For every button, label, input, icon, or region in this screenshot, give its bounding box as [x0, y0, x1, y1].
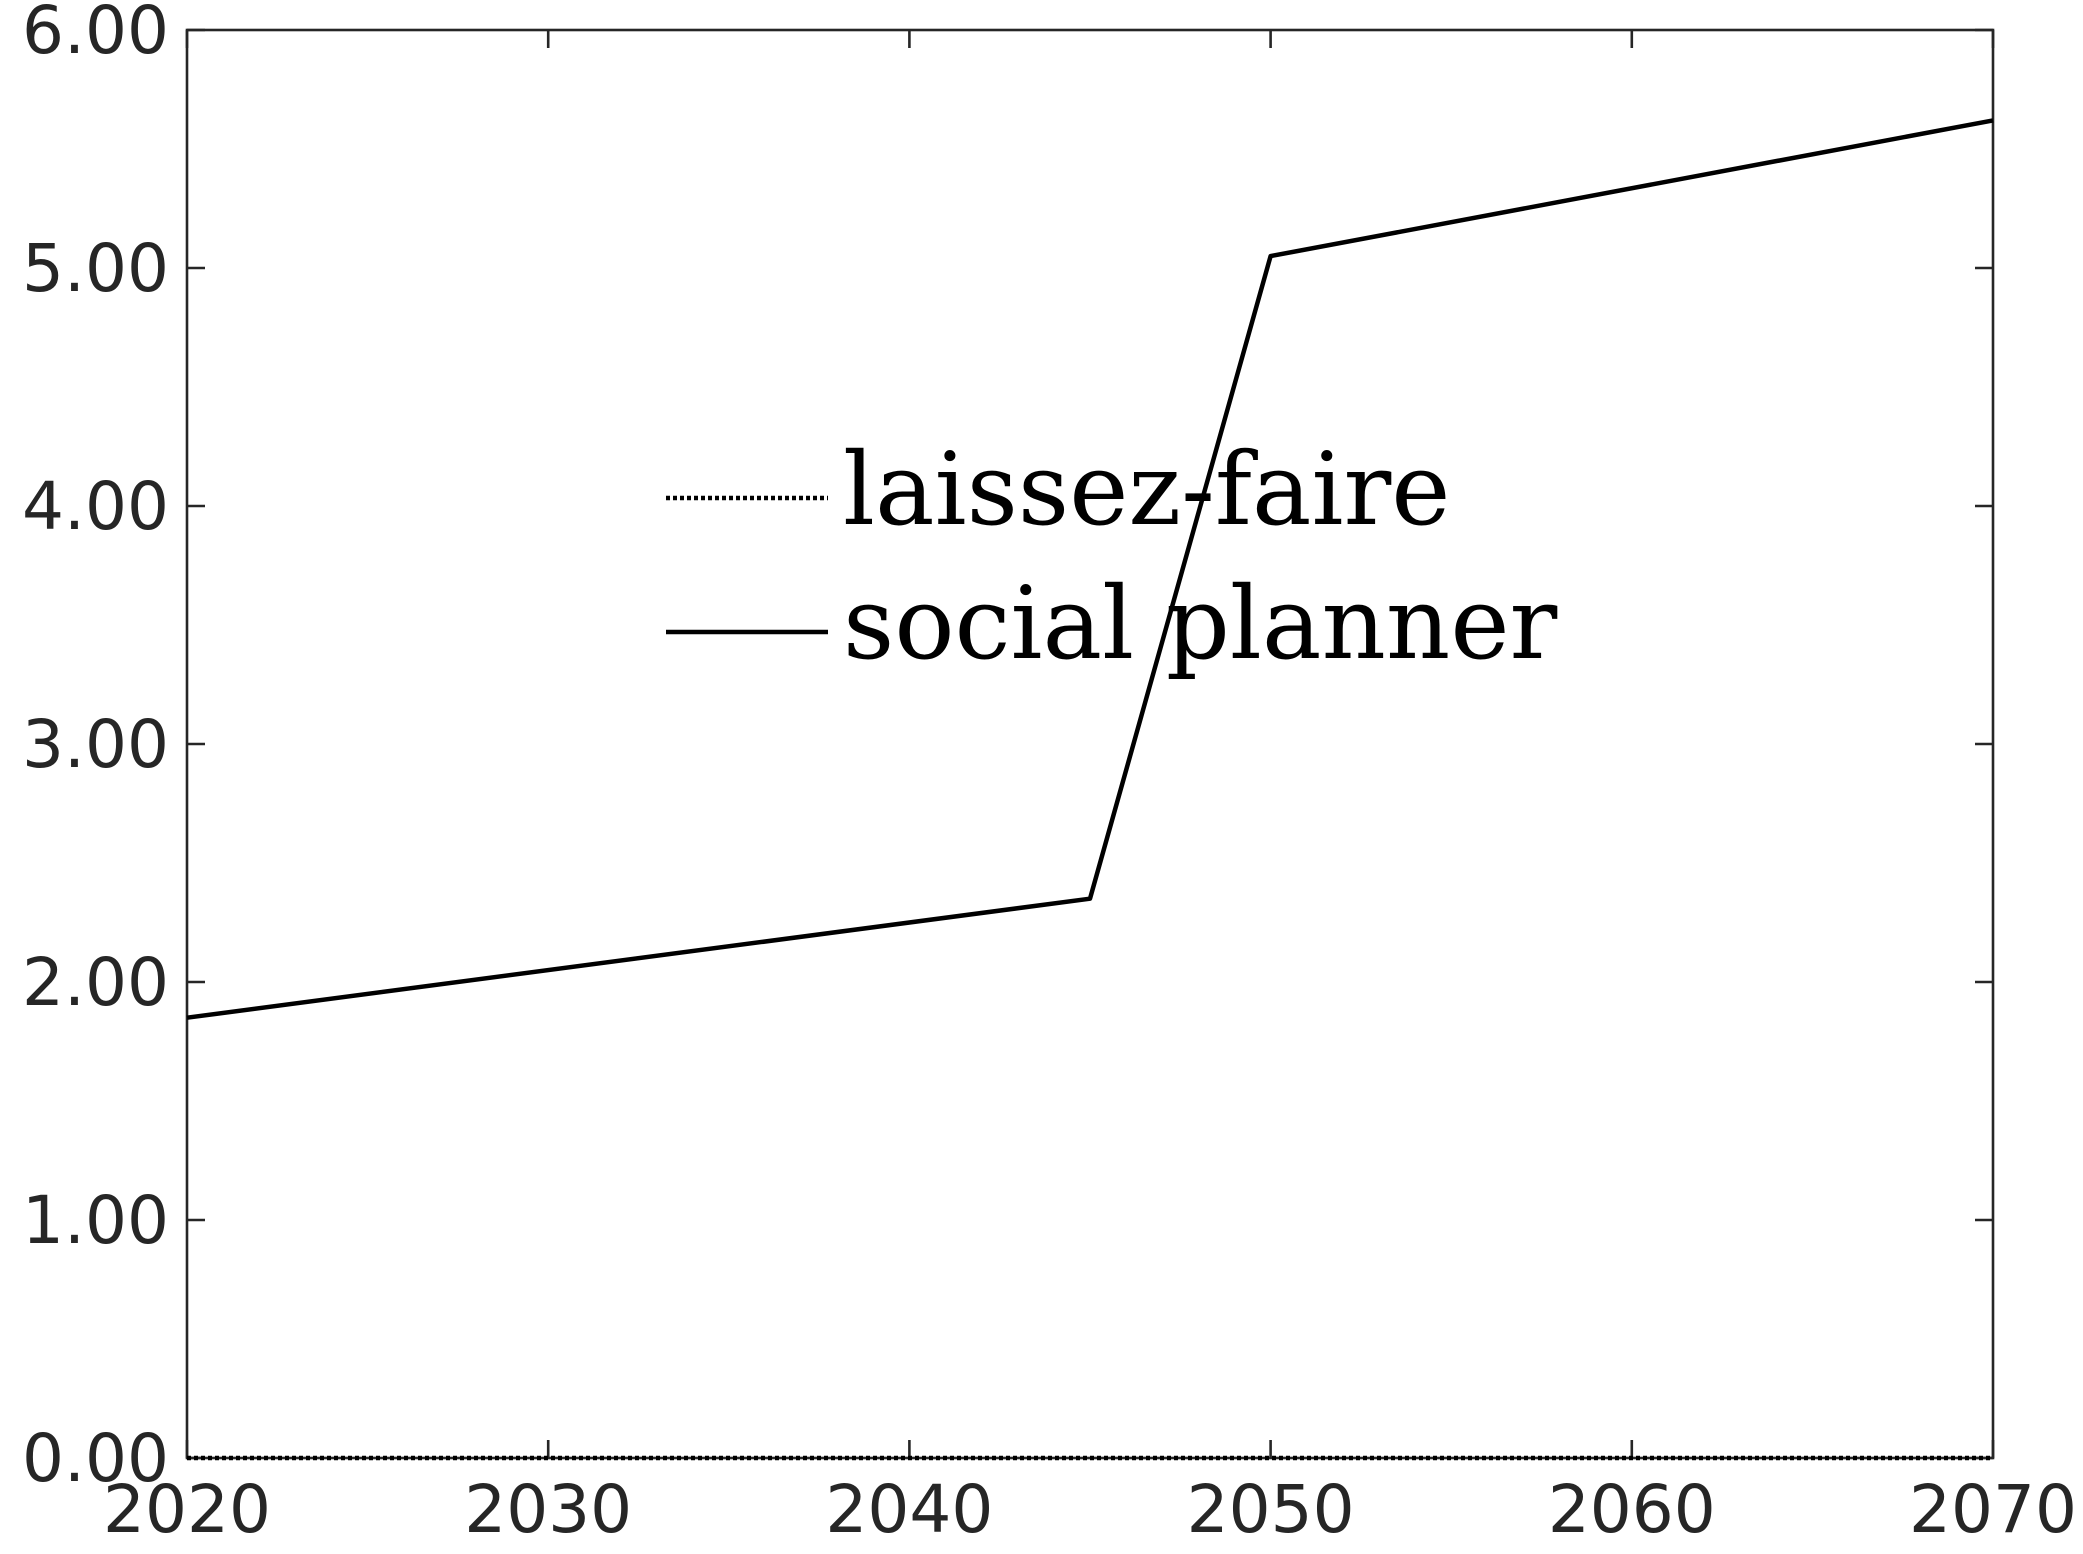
series-line-social-planner: [186, 118, 1994, 1020]
x-tick-label: 2060: [1548, 1471, 1716, 1548]
x-tick-label: 2030: [464, 1471, 632, 1548]
y-tick-label: 1.00: [22, 1182, 169, 1259]
y-tick-label: 3.00: [22, 706, 169, 783]
x-tick-label: 2040: [825, 1471, 993, 1548]
legend-label-social-planner: social planner: [843, 565, 1558, 682]
plot-area-border: [185, 28, 1995, 1460]
x-tick-label: 2050: [1187, 1471, 1355, 1548]
x-tick-label: 2020: [103, 1471, 271, 1548]
x-tick-label: 2070: [1909, 1471, 2077, 1548]
y-tick-label: 0.00: [22, 1420, 169, 1497]
series-layer: [186, 118, 1994, 1461]
y-tick-label: 2.00: [22, 944, 169, 1021]
plot-frame: [185, 28, 1995, 1460]
x-axis-ticks: 2020 2030 2040 2050 2060 2070: [103, 30, 2077, 1548]
legend-label-laissez-faire: laissez-faire: [843, 431, 1450, 548]
y-tick-label: 6.00: [22, 0, 169, 69]
y-tick-label: 5.00: [22, 230, 169, 307]
y-tick-label: 4.00: [22, 468, 169, 545]
y-axis-ticks: 0.00 1.00 2.00 3.00 4.00 5.00 6.00: [22, 0, 1993, 1497]
legend: laissez-faire social planner: [666, 431, 1558, 682]
